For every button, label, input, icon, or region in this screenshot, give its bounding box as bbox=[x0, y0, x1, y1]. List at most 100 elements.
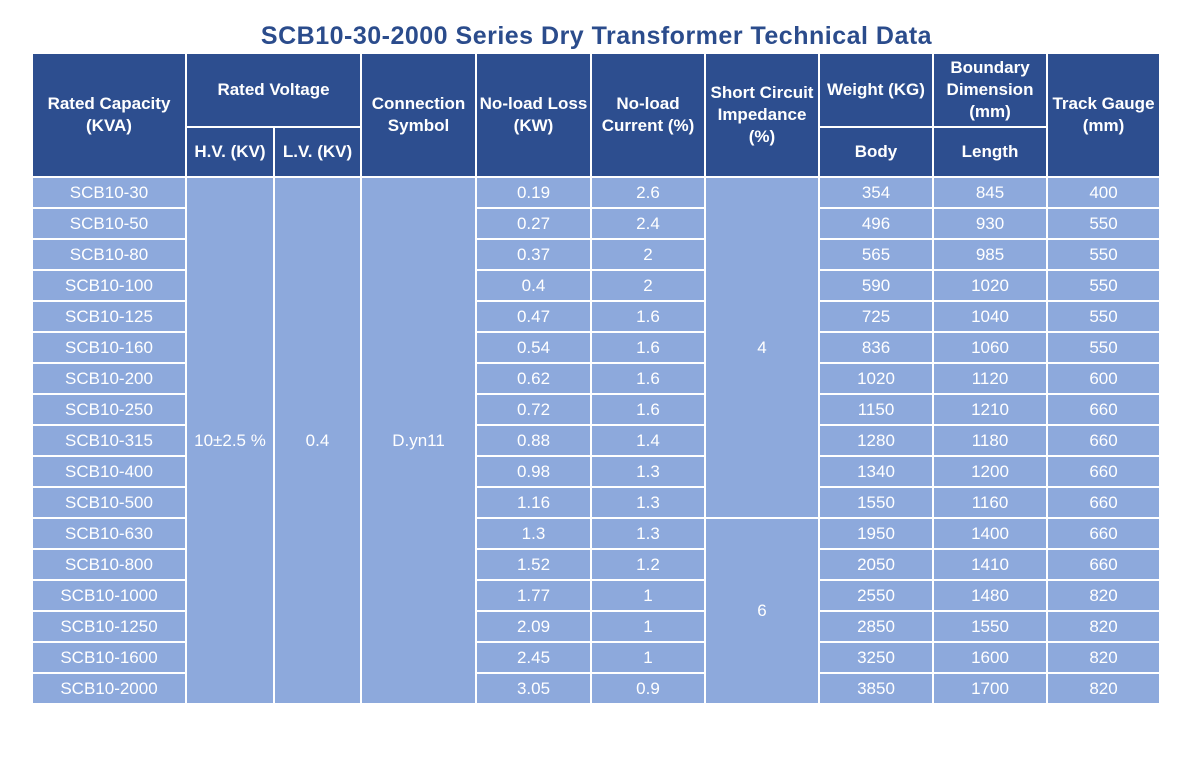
header-body: Body bbox=[818, 126, 934, 178]
cell-noload-loss: 1.3 bbox=[475, 517, 592, 550]
cell-noload-current: 0.9 bbox=[590, 672, 706, 705]
table-row: SCB10-50 0.27 2.4 496 930 550 bbox=[31, 207, 1161, 240]
cell-impedance: 4 bbox=[704, 176, 820, 519]
cell-track-gauge: 550 bbox=[1046, 207, 1161, 240]
cell-weight: 3850 bbox=[818, 672, 934, 705]
cell-hv-voltage: 10±2.5 % bbox=[185, 176, 275, 705]
cell-noload-current: 1.6 bbox=[590, 393, 706, 426]
cell-noload-current: 1.3 bbox=[590, 517, 706, 550]
header-noload-loss: No-load Loss (KW) bbox=[475, 52, 592, 178]
cell-model: SCB10-200 bbox=[31, 362, 187, 395]
table-row: SCB10-125 0.47 1.6 725 1040 550 bbox=[31, 300, 1161, 333]
cell-noload-current: 1 bbox=[590, 641, 706, 674]
cell-track-gauge: 660 bbox=[1046, 517, 1161, 550]
cell-track-gauge: 660 bbox=[1046, 455, 1161, 488]
cell-noload-loss: 2.45 bbox=[475, 641, 592, 674]
cell-track-gauge: 550 bbox=[1046, 269, 1161, 302]
page-title: SCB10-30-2000 Series Dry Transformer Tec… bbox=[260, 22, 933, 50]
cell-noload-current: 1.4 bbox=[590, 424, 706, 457]
header-short-circuit-impedance: Short Circuit Impedance (%) bbox=[704, 52, 820, 178]
cell-length: 1060 bbox=[932, 331, 1048, 364]
cell-weight: 565 bbox=[818, 238, 934, 271]
cell-weight: 2550 bbox=[818, 579, 934, 612]
cell-noload-loss: 0.27 bbox=[475, 207, 592, 240]
table-row: SCB10-500 1.16 1.3 1550 1160 660 bbox=[31, 486, 1161, 519]
cell-noload-current: 1 bbox=[590, 579, 706, 612]
cell-track-gauge: 820 bbox=[1046, 579, 1161, 612]
cell-weight: 354 bbox=[818, 176, 934, 209]
cell-noload-current: 2.6 bbox=[590, 176, 706, 209]
cell-length: 1700 bbox=[932, 672, 1048, 705]
cell-weight: 1280 bbox=[818, 424, 934, 457]
header-hv: H.V. (KV) bbox=[185, 126, 275, 178]
cell-noload-loss: 0.62 bbox=[475, 362, 592, 395]
cell-length: 930 bbox=[932, 207, 1048, 240]
cell-model: SCB10-50 bbox=[31, 207, 187, 240]
table-row: SCB10-315 0.88 1.4 1280 1180 660 bbox=[31, 424, 1161, 457]
table-row: SCB10-400 0.98 1.3 1340 1200 660 bbox=[31, 455, 1161, 488]
cell-model: SCB10-1600 bbox=[31, 641, 187, 674]
cell-noload-current: 2 bbox=[590, 269, 706, 302]
cell-length: 1210 bbox=[932, 393, 1048, 426]
table-body: SCB10-30 10±2.5 % 0.4 D.yn11 0.19 2.6 4 354 845 4… bbox=[31, 176, 1161, 705]
cell-length: 1410 bbox=[932, 548, 1048, 581]
cell-noload-loss: 0.47 bbox=[475, 300, 592, 333]
cell-track-gauge: 820 bbox=[1046, 610, 1161, 643]
cell-noload-current: 1.6 bbox=[590, 331, 706, 364]
cell-noload-loss: 1.77 bbox=[475, 579, 592, 612]
table-row: SCB10-30 10±2.5 % 0.4 D.yn11 0.19 2.6 4 354 845 4… bbox=[31, 176, 1161, 705]
cell-track-gauge: 600 bbox=[1046, 362, 1161, 395]
cell-model: SCB10-100 bbox=[31, 269, 187, 302]
cell-model: SCB10-160 bbox=[31, 331, 187, 364]
table-row: SCB10-1000 1.77 1 2550 1480 820 bbox=[31, 579, 1161, 612]
cell-weight: 2850 bbox=[818, 610, 934, 643]
header-weight: Weight (KG) bbox=[818, 52, 934, 128]
cell-length: 1160 bbox=[932, 486, 1048, 519]
cell-noload-current: 1.6 bbox=[590, 362, 706, 395]
cell-track-gauge: 550 bbox=[1046, 300, 1161, 333]
cell-length: 1120 bbox=[932, 362, 1048, 395]
table-row: SCB10-160 0.54 1.6 836 1060 550 bbox=[31, 331, 1161, 364]
cell-weight: 1340 bbox=[818, 455, 934, 488]
cell-noload-current: 2 bbox=[590, 238, 706, 271]
cell-track-gauge: 820 bbox=[1046, 672, 1161, 705]
cell-length: 1600 bbox=[932, 641, 1048, 674]
table-row: SCB10-80 0.37 2 565 985 550 bbox=[31, 238, 1161, 271]
cell-model: SCB10-30 bbox=[31, 176, 187, 209]
cell-weight: 725 bbox=[818, 300, 934, 333]
spec-table: Rated Capacity (KVA) Rated Voltage Conne… bbox=[31, 52, 1161, 705]
cell-weight: 836 bbox=[818, 331, 934, 364]
cell-track-gauge: 550 bbox=[1046, 238, 1161, 271]
cell-weight: 496 bbox=[818, 207, 934, 240]
header-connection-symbol: Connection Symbol bbox=[360, 52, 477, 178]
cell-model: SCB10-800 bbox=[31, 548, 187, 581]
cell-model: SCB10-630 bbox=[31, 517, 187, 550]
table-row: SCB10-800 1.52 1.2 2050 1410 660 bbox=[31, 548, 1161, 581]
cell-model: SCB10-500 bbox=[31, 486, 187, 519]
cell-weight: 2050 bbox=[818, 548, 934, 581]
cell-model: SCB10-1000 bbox=[31, 579, 187, 612]
cell-noload-current: 2.4 bbox=[590, 207, 706, 240]
cell-length: 1550 bbox=[932, 610, 1048, 643]
cell-weight: 1020 bbox=[818, 362, 934, 395]
cell-noload-current: 1.3 bbox=[590, 455, 706, 488]
cell-noload-current: 1.6 bbox=[590, 300, 706, 333]
header-boundary-dimension: Boundary Dimension (mm) bbox=[932, 52, 1048, 128]
cell-noload-current: 1.2 bbox=[590, 548, 706, 581]
cell-model: SCB10-250 bbox=[31, 393, 187, 426]
cell-connection-symbol: D.yn11 bbox=[360, 176, 477, 705]
cell-length: 1040 bbox=[932, 300, 1048, 333]
table-row: SCB10-2000 3.05 0.9 3850 1700 820 bbox=[31, 672, 1161, 705]
table-row: SCB10-1250 2.09 1 2850 1550 820 bbox=[31, 610, 1161, 643]
header-noload-current: No-load Current (%) bbox=[590, 52, 706, 178]
header-length: Length bbox=[932, 126, 1048, 178]
cell-noload-loss: 0.54 bbox=[475, 331, 592, 364]
cell-weight: 590 bbox=[818, 269, 934, 302]
table-row: SCB10-250 0.72 1.6 1150 1210 660 bbox=[31, 393, 1161, 426]
cell-noload-loss: 0.19 bbox=[475, 176, 592, 209]
cell-impedance: 6 bbox=[704, 517, 820, 705]
cell-weight: 1550 bbox=[818, 486, 934, 519]
cell-weight: 1950 bbox=[818, 517, 934, 550]
cell-weight: 3250 bbox=[818, 641, 934, 674]
